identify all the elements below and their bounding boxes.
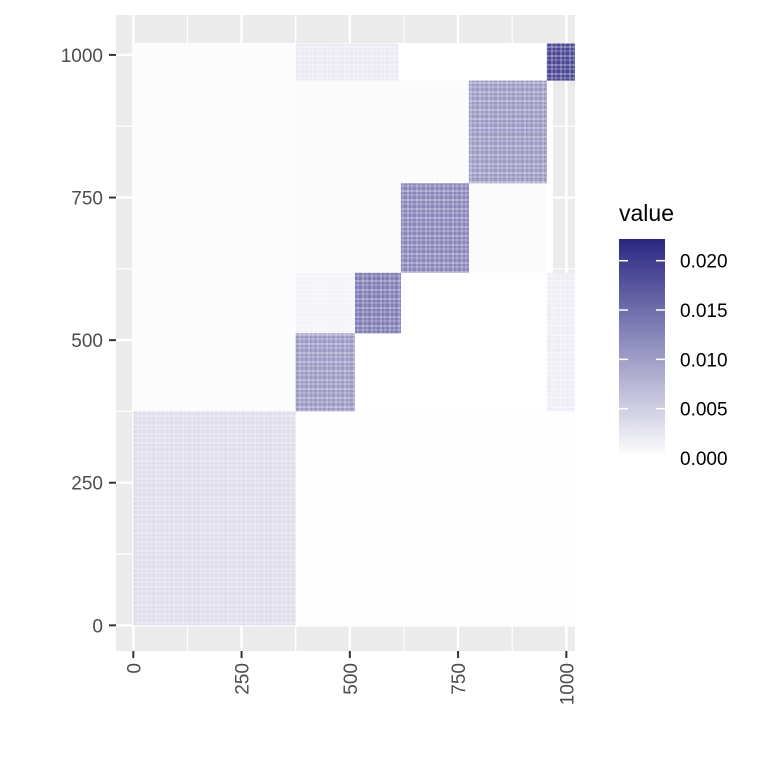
y-tick-label: 0 — [92, 616, 103, 637]
diag-block-texture — [546, 43, 575, 81]
legend-title: value — [619, 200, 674, 226]
diag-block-texture — [355, 272, 401, 334]
y-axis: 0 250 500 750 1000 — [61, 46, 116, 637]
x-axis: 0 250 500 750 1000 — [124, 651, 578, 705]
legend-label: 0.000 — [680, 449, 728, 470]
x-tick-label: 250 — [233, 663, 254, 695]
diag-block-texture — [133, 411, 296, 626]
legend-ticks: 0.000 0.005 0.010 0.015 0.020 — [619, 252, 728, 470]
offdiag-block-texture — [295, 411, 575, 626]
x-tick-label: 1000 — [557, 663, 578, 705]
legend-label: 0.010 — [680, 350, 728, 371]
x-tick-label: 750 — [449, 663, 470, 695]
offdiag-block-texture — [295, 272, 356, 334]
diag-block-texture — [400, 183, 469, 273]
x-tick-label: 500 — [341, 663, 362, 695]
y-tick-label: 750 — [71, 189, 103, 210]
offdiag-block-texture — [133, 43, 296, 412]
x-tick-label: 0 — [124, 663, 145, 674]
y-tick-label: 500 — [71, 331, 103, 352]
offdiag-block-texture — [546, 272, 575, 412]
y-tick-label: 250 — [71, 474, 103, 495]
legend-colorbar — [619, 239, 665, 458]
legend-label: 0.015 — [680, 301, 728, 322]
diag-block-texture — [295, 333, 356, 412]
diag-block-texture — [468, 80, 547, 184]
offdiag-block-texture — [295, 43, 399, 81]
legend: value 0.000 0.005 0.010 0.015 0.020 — [619, 200, 728, 470]
heatmap-cells — [133, 43, 575, 626]
legend-label: 0.005 — [680, 400, 728, 421]
legend-label: 0.020 — [680, 252, 728, 273]
y-tick-label: 1000 — [61, 46, 103, 67]
